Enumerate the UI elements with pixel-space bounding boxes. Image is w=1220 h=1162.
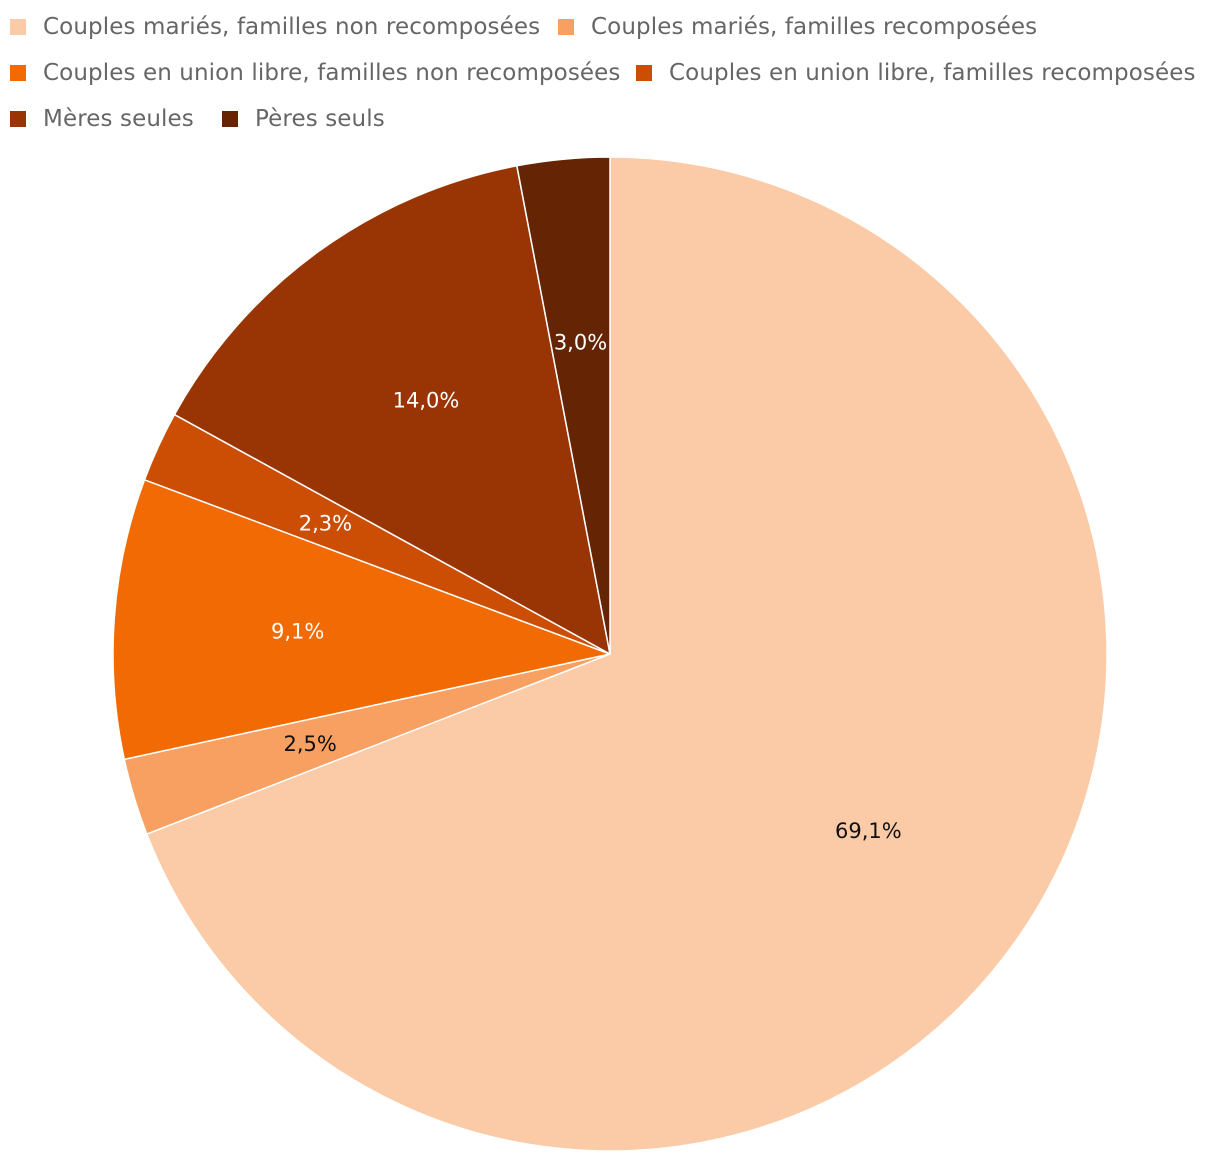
legend-item[interactable]: Couples en union libre, familles non rec… xyxy=(10,58,621,88)
legend-label: Couples mariés, familles non recomposées xyxy=(43,14,541,40)
legend-item[interactable]: Couples mariés, familles non recomposées xyxy=(10,12,540,42)
pie-slice-labels: 69,1% 2,5% 9,1% 2,3% 14,0% 3,0% xyxy=(271,330,902,843)
pie-slice-label: 2,3% xyxy=(299,511,352,535)
pie-slice[interactable] xyxy=(112,479,611,761)
legend-swatch xyxy=(222,111,238,127)
legend-item[interactable]: Mères seules xyxy=(10,104,194,134)
legend-swatch xyxy=(636,65,652,81)
pie-slice-label: 69,1% xyxy=(835,819,902,843)
pie-slice[interactable] xyxy=(516,156,611,655)
legend-item[interactable]: Pères seuls xyxy=(222,104,385,134)
legend-label: Couples en union libre, familles recompo… xyxy=(669,60,1196,86)
pie-slice-label: 3,0% xyxy=(554,330,607,354)
legend-label: Couples mariés, familles recomposées xyxy=(591,14,1038,40)
legend: Couples mariés, familles non recomposées… xyxy=(0,0,1220,140)
legend-swatch xyxy=(10,19,26,35)
pie-slice-label: 9,1% xyxy=(271,619,324,643)
pie-slice[interactable] xyxy=(173,165,611,655)
legend-item[interactable]: Couples en union libre, familles recompo… xyxy=(636,58,1196,88)
legend-label: Couples en union libre, familles non rec… xyxy=(43,60,621,86)
pie-slice[interactable] xyxy=(146,156,1108,1152)
legend-swatch xyxy=(558,19,574,35)
legend-swatch xyxy=(10,111,26,127)
legend-item[interactable]: Couples mariés, familles recomposées xyxy=(558,12,1037,42)
legend-swatch xyxy=(10,65,26,81)
pie-slices xyxy=(112,156,1108,1152)
legend-label: Mères seules xyxy=(43,106,194,132)
pie-slice-label: 14,0% xyxy=(393,389,460,413)
pie-slice-label: 2,5% xyxy=(284,732,337,756)
legend-label: Pères seuls xyxy=(255,106,385,132)
